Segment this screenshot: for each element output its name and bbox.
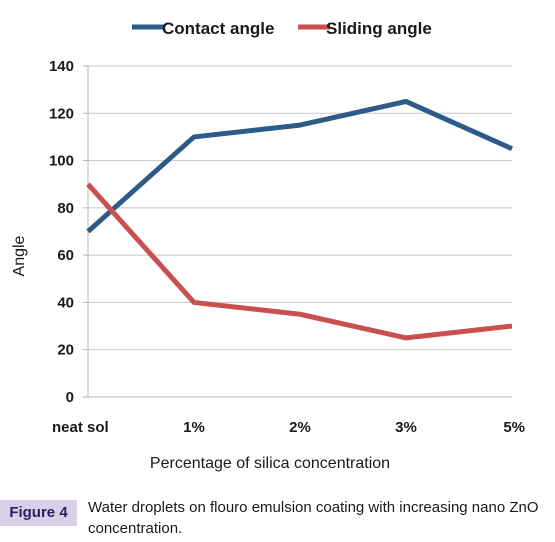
y-tick-label: 60 (57, 247, 74, 264)
x-tick-label: 5% (503, 419, 525, 436)
y-tick-label: 140 (49, 58, 74, 75)
figure-caption: Figure 4 Water droplets on flouro emulsi… (0, 496, 555, 542)
y-tick-label: 40 (57, 294, 74, 311)
x-tick-label: 1% (183, 419, 205, 436)
series-line-sliding-angle (86, 182, 513, 341)
y-tick-label: 0 (66, 389, 74, 406)
x-axis-title: Percentage of silica concentration (150, 455, 390, 472)
series-lines (86, 98, 514, 341)
caption-text: Water droplets on flouro emulsion coatin… (88, 499, 539, 537)
y-axis-title: Angle (11, 235, 28, 276)
y-tick-labels: 0 20 40 60 80 100 120 140 (49, 58, 88, 406)
y-tick-label: 80 (57, 200, 74, 217)
y-tick-label: 100 (49, 153, 74, 170)
x-tick-labels: neat sol 1% 2% 3% 5% (52, 419, 525, 436)
grid-lines (88, 65, 512, 351)
x-tick-label: 2% (289, 419, 311, 436)
figure-label: Figure 4 (0, 500, 77, 526)
y-tick-label: 120 (49, 105, 74, 122)
series-line-contact-angle (86, 98, 514, 234)
chart: 0 20 40 60 80 100 120 140 neat sol 1% 2% 3% 5% Cont… (11, 19, 525, 472)
y-tick-label: 20 (57, 342, 74, 359)
legend-label: Sliding angle (326, 19, 432, 38)
legend-label: Contact angle (162, 19, 274, 38)
x-tick-label: 3% (395, 419, 417, 436)
legend: Contact angle Sliding angle (132, 19, 432, 38)
x-tick-label: neat sol (52, 419, 109, 436)
